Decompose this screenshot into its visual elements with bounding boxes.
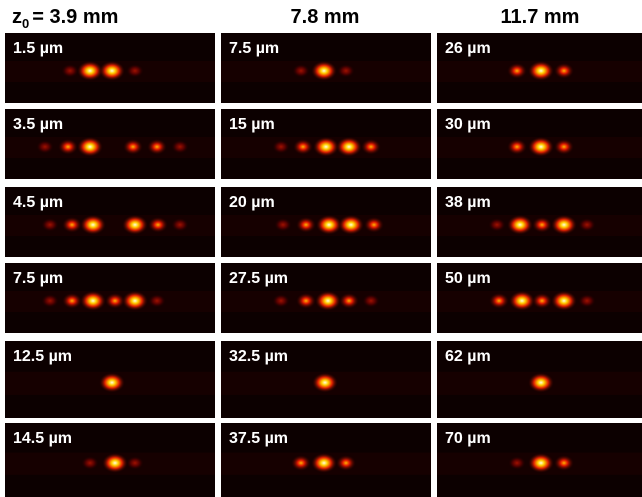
spot xyxy=(311,453,337,473)
spot xyxy=(336,455,356,471)
spot xyxy=(122,215,148,235)
spot xyxy=(362,294,380,308)
spot xyxy=(293,139,313,155)
spot xyxy=(339,293,359,309)
panel-label: 12.5 µm xyxy=(13,348,72,365)
spot xyxy=(551,291,577,311)
spot xyxy=(528,61,554,81)
spot xyxy=(102,453,128,473)
spot xyxy=(507,139,527,155)
spot xyxy=(41,294,59,308)
spot xyxy=(122,291,148,311)
spot xyxy=(509,291,535,311)
spot xyxy=(364,217,384,233)
spot xyxy=(296,217,316,233)
column-header: 11.7 mm xyxy=(501,6,580,28)
spot xyxy=(508,456,526,470)
panel-label: 20 µm xyxy=(229,194,275,211)
spot xyxy=(99,61,125,81)
spot xyxy=(361,139,381,155)
spot xyxy=(336,137,362,157)
spot xyxy=(313,137,339,157)
symbol: z xyxy=(12,6,22,28)
spot xyxy=(578,294,596,308)
spot xyxy=(171,140,189,154)
panel-label: 70 µm xyxy=(445,430,491,447)
spot xyxy=(61,64,79,78)
spot xyxy=(62,217,82,233)
spot xyxy=(554,139,574,155)
spot xyxy=(272,140,290,154)
spot xyxy=(41,218,59,232)
spot xyxy=(58,139,78,155)
spot xyxy=(36,140,54,154)
panel-label: 37.5 µm xyxy=(229,430,288,447)
panel-label: 7.5 µm xyxy=(13,270,63,287)
spot xyxy=(80,215,106,235)
subscript: 0 xyxy=(22,16,29,31)
panel-label: 32.5 µm xyxy=(229,348,288,365)
panel-label: 15 µm xyxy=(229,116,275,133)
panel-label: 26 µm xyxy=(445,40,491,57)
spot xyxy=(148,217,168,233)
spot xyxy=(489,293,509,309)
spot xyxy=(81,456,99,470)
panel-label: 3.5 µm xyxy=(13,116,63,133)
spot xyxy=(62,293,82,309)
spot xyxy=(292,64,310,78)
panel-label: 14.5 µm xyxy=(13,430,72,447)
spot xyxy=(528,373,554,393)
spot xyxy=(554,455,574,471)
spot xyxy=(99,373,125,393)
spot xyxy=(296,293,316,309)
spot xyxy=(337,64,355,78)
spot xyxy=(77,137,103,157)
spot xyxy=(532,293,552,309)
spot xyxy=(80,291,106,311)
panel-label: 7.5 µm xyxy=(229,40,279,57)
spot xyxy=(532,217,552,233)
spot xyxy=(315,291,341,311)
spot xyxy=(272,294,290,308)
column-header: z0= 3.9 mm xyxy=(12,6,118,31)
panel-label: 38 µm xyxy=(445,194,491,211)
panel-label: 27.5 µm xyxy=(229,270,288,287)
panel-label: 30 µm xyxy=(445,116,491,133)
spot xyxy=(311,61,337,81)
figure: z0= 3.9 mm 7.8 mm 11.7 mm 1.5 µm 7.5 µm 26… xyxy=(0,0,642,497)
spot xyxy=(528,137,554,157)
panel-label: 1.5 µm xyxy=(13,40,63,57)
spot xyxy=(507,63,527,79)
spot xyxy=(528,453,554,473)
spot xyxy=(551,215,577,235)
spot xyxy=(312,373,338,393)
header-text: = 3.9 mm xyxy=(32,6,118,28)
spot xyxy=(171,218,189,232)
panel-label: 50 µm xyxy=(445,270,491,287)
panel-label: 62 µm xyxy=(445,348,491,365)
spot xyxy=(126,64,144,78)
spot xyxy=(291,455,311,471)
panel-label: 4.5 µm xyxy=(13,194,63,211)
spot xyxy=(274,218,292,232)
spot xyxy=(147,139,167,155)
spot xyxy=(554,63,574,79)
spot xyxy=(338,215,364,235)
spot xyxy=(148,294,166,308)
column-header: 7.8 mm xyxy=(291,6,360,28)
spot xyxy=(123,139,143,155)
spot xyxy=(507,215,533,235)
spot xyxy=(126,456,144,470)
spot xyxy=(488,218,506,232)
spot xyxy=(578,218,596,232)
